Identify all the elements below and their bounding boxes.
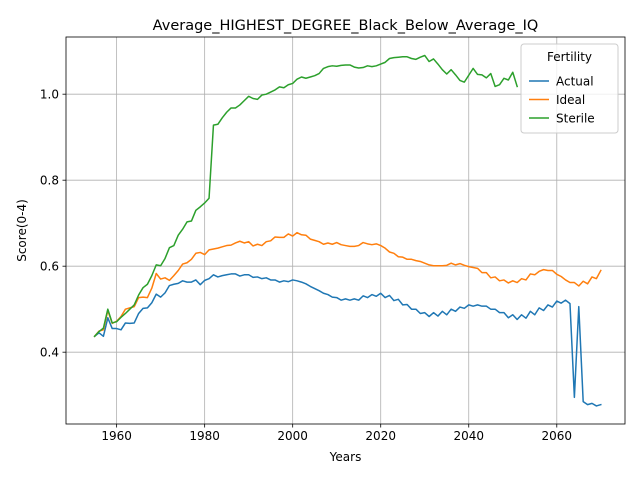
- chart-title: Average_HIGHEST_DEGREE_Black_Below_Avera…: [153, 18, 539, 34]
- series-line-ideal: [93, 231, 602, 338]
- legend-label-ideal: Ideal: [556, 93, 585, 107]
- x-axis-ticks: 1960 1980 2000 2020 2040 2060: [101, 424, 572, 443]
- x-tick-label: 2000: [277, 429, 308, 443]
- y-tick-label: 0.4: [40, 345, 59, 359]
- y-tick-label: 0.6: [40, 259, 59, 273]
- y-axis-ticks: 0.4 0.6 0.8 1.0: [40, 87, 66, 359]
- x-tick-label: 1980: [189, 429, 220, 443]
- x-axis-label: Years: [329, 450, 362, 464]
- x-tick-label: 2040: [453, 429, 484, 443]
- x-tick-label: 1960: [101, 429, 132, 443]
- x-tick-label: 2060: [542, 429, 573, 443]
- legend: Fertility Actual Ideal Sterile: [520, 43, 619, 134]
- legend-title: Fertility: [547, 50, 592, 64]
- y-tick-label: 0.8: [40, 173, 59, 187]
- y-axis-label: Score(0-4): [15, 199, 29, 262]
- y-tick-label: 1.0: [40, 87, 59, 101]
- legend-box: [520, 43, 619, 134]
- legend-label-sterile: Sterile: [556, 111, 595, 125]
- legend-label-actual: Actual: [556, 74, 594, 88]
- series-line-sterile: [93, 54, 519, 338]
- plot-frame: [65, 36, 626, 425]
- x-tick-label: 2020: [365, 429, 396, 443]
- series-line-actual: [93, 273, 602, 407]
- series-lines: [93, 54, 602, 407]
